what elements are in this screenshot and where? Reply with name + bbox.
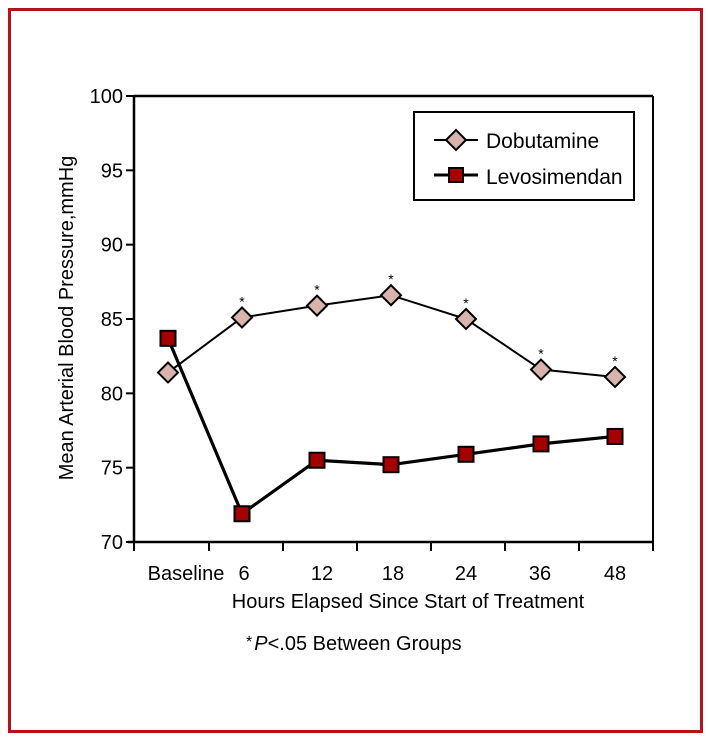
- point-dobutamine: [230, 306, 254, 329]
- y-tick-label: 95: [101, 160, 123, 182]
- point-dobutamine: [454, 307, 478, 331]
- point-levosimendan: [308, 451, 326, 469]
- x-tick-label: 6: [238, 563, 249, 585]
- y-tick-label: 70: [101, 532, 123, 554]
- point-levosimendan: [382, 456, 400, 474]
- x-tick-label: Baseline: [148, 563, 225, 585]
- point-levosimendan: [233, 505, 251, 523]
- axes: 70 75 80 85 90 95 100 Baseline 6 12 18 24 36 48: [90, 86, 654, 585]
- x-tick-label: 36: [529, 563, 551, 585]
- footnote: * P<.05 Between Groups: [246, 633, 462, 655]
- series-markers: [156, 283, 627, 523]
- y-tick-label: 75: [101, 458, 123, 480]
- point-levosimendan: [606, 427, 624, 445]
- significance-star: *: [239, 294, 245, 310]
- point-levosimendan: [159, 329, 177, 347]
- x-tick-label: 24: [455, 563, 477, 585]
- legend-label-dobutamine: Dobutamine: [486, 130, 599, 153]
- point-dobutamine: [379, 283, 403, 307]
- legend: Dobutamine Levosimendan: [413, 111, 635, 201]
- significance-star: *: [314, 282, 320, 298]
- footnote-p: P: [254, 633, 268, 655]
- footnote-star: *: [246, 634, 252, 651]
- y-tick-label: 80: [101, 383, 123, 405]
- point-levosimendan: [457, 445, 475, 463]
- y-axis-label: Mean Arterial Blood Pressure,mmHg: [56, 156, 78, 481]
- x-tick-label: 12: [311, 563, 333, 585]
- legend-marker-levosimendan: [448, 167, 464, 183]
- significance-star: *: [388, 271, 394, 287]
- y-tick-label: 90: [101, 235, 123, 257]
- point-levosimendan: [532, 435, 550, 453]
- y-tick-label: 85: [101, 309, 123, 331]
- series-lines: [166, 294, 616, 517]
- point-dobutamine: [305, 294, 329, 318]
- point-dobutamine: [156, 361, 180, 384]
- legend-label-levosimendan: Levosimendan: [486, 166, 623, 189]
- point-dobutamine: [529, 358, 553, 381]
- significance-star: *: [538, 346, 544, 362]
- legend-marker-dobutamine: [444, 128, 468, 152]
- x-tick-label: 18: [382, 563, 404, 585]
- significance-star: *: [463, 295, 469, 311]
- y-tick-label: 100: [90, 86, 123, 108]
- significance-star: *: [612, 353, 618, 369]
- series-line-levosimendan: [166, 337, 616, 517]
- point-dobutamine: [603, 365, 627, 389]
- x-tick-label: 48: [604, 563, 626, 585]
- figure-frame: [8, 8, 703, 733]
- series-line-dobutamine: [167, 294, 616, 378]
- significance-stars: * * * * * *: [239, 271, 618, 369]
- legend-box: [413, 111, 635, 201]
- footnote-text: <.05 Between Groups: [268, 633, 462, 655]
- x-axis-label: Hours Elapsed Since Start of Treatment: [232, 591, 585, 613]
